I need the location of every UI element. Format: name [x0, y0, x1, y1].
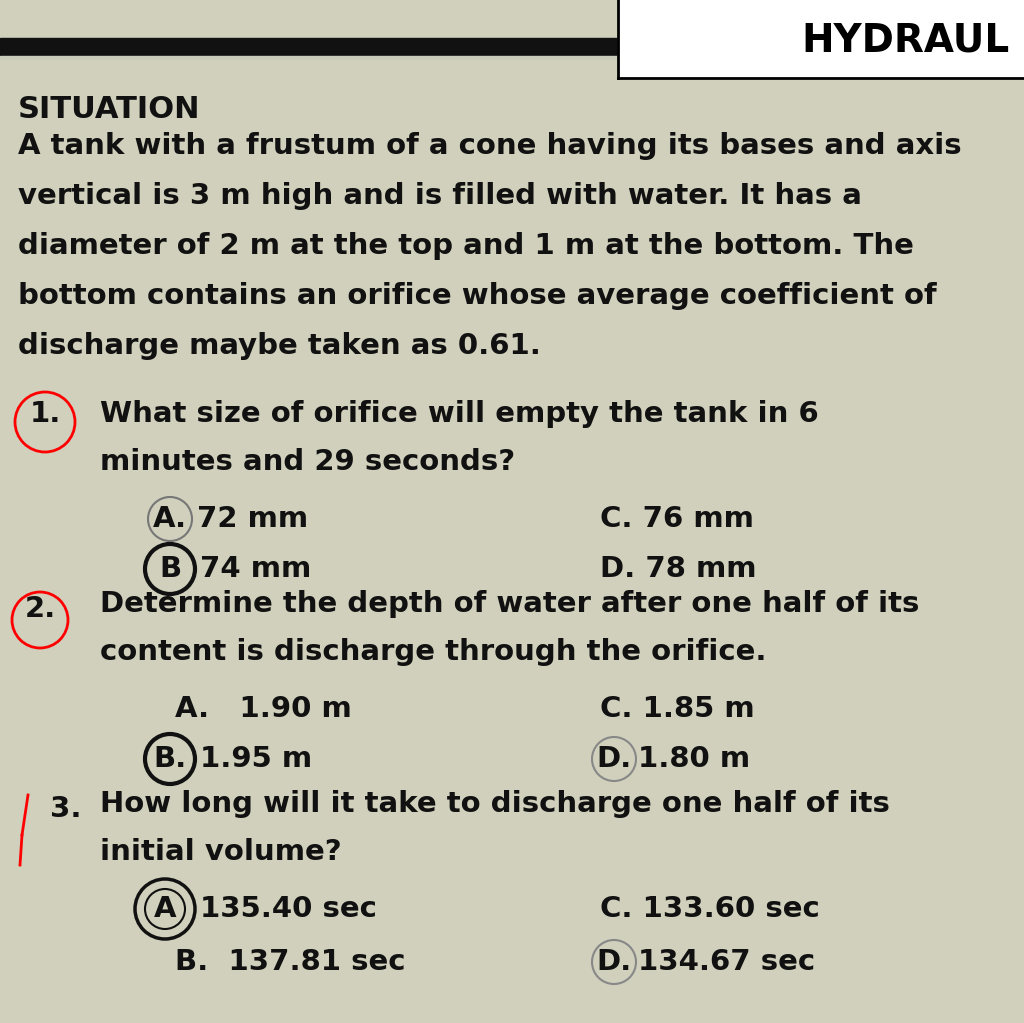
Text: 1.: 1.	[30, 400, 60, 428]
Text: vertical is 3 m high and is filled with water. It has a: vertical is 3 m high and is filled with …	[18, 182, 862, 210]
Text: minutes and 29 seconds?: minutes and 29 seconds?	[100, 448, 515, 476]
Text: 135.40 sec: 135.40 sec	[200, 895, 377, 923]
Text: discharge maybe taken as 0.61.: discharge maybe taken as 0.61.	[18, 332, 541, 360]
Text: 72 mm: 72 mm	[197, 505, 308, 533]
Text: How long will it take to discharge one half of its: How long will it take to discharge one h…	[100, 790, 890, 818]
Text: A.: A.	[153, 505, 187, 533]
Text: A: A	[154, 895, 176, 923]
Text: 2.: 2.	[25, 595, 55, 623]
Text: SITUATION: SITUATION	[18, 95, 201, 124]
Text: 134.67 sec: 134.67 sec	[638, 948, 815, 976]
Text: initial volume?: initial volume?	[100, 838, 342, 866]
Text: A tank with a frustum of a cone having its bases and axis: A tank with a frustum of a cone having i…	[18, 132, 962, 160]
Text: B: B	[159, 555, 181, 583]
Text: Determine the depth of water after one half of its: Determine the depth of water after one h…	[100, 590, 920, 618]
Text: 3.: 3.	[50, 795, 82, 822]
Text: content is discharge through the orifice.: content is discharge through the orifice…	[100, 638, 767, 666]
Bar	[0, 56, 620, 59]
Text: bottom contains an orifice whose average coefficient of: bottom contains an orifice whose average…	[18, 282, 937, 310]
Text: D. 78 mm: D. 78 mm	[600, 555, 757, 583]
Text: A.   1.90 m: A. 1.90 m	[175, 695, 352, 723]
Text: B.: B.	[154, 745, 186, 773]
Text: What size of orifice will empty the tank in 6: What size of orifice will empty the tank…	[100, 400, 819, 428]
Text: 1.80 m: 1.80 m	[638, 745, 751, 773]
Text: D.: D.	[596, 948, 632, 976]
Text: C. 133.60 sec: C. 133.60 sec	[600, 895, 820, 923]
Text: 74 mm: 74 mm	[200, 555, 311, 583]
Text: C. 1.85 m: C. 1.85 m	[600, 695, 755, 723]
Text: B.  137.81 sec: B. 137.81 sec	[175, 948, 406, 976]
Text: C. 76 mm: C. 76 mm	[600, 505, 754, 533]
Bar	[0, 38, 620, 58]
Text: diameter of 2 m at the top and 1 m at the bottom. The: diameter of 2 m at the top and 1 m at th…	[18, 232, 913, 260]
Text: 1.95 m: 1.95 m	[200, 745, 312, 773]
Text: D.: D.	[596, 745, 632, 773]
Bar	[618, 0, 1024, 78]
Text: HYDRAUL: HYDRAUL	[802, 21, 1010, 59]
